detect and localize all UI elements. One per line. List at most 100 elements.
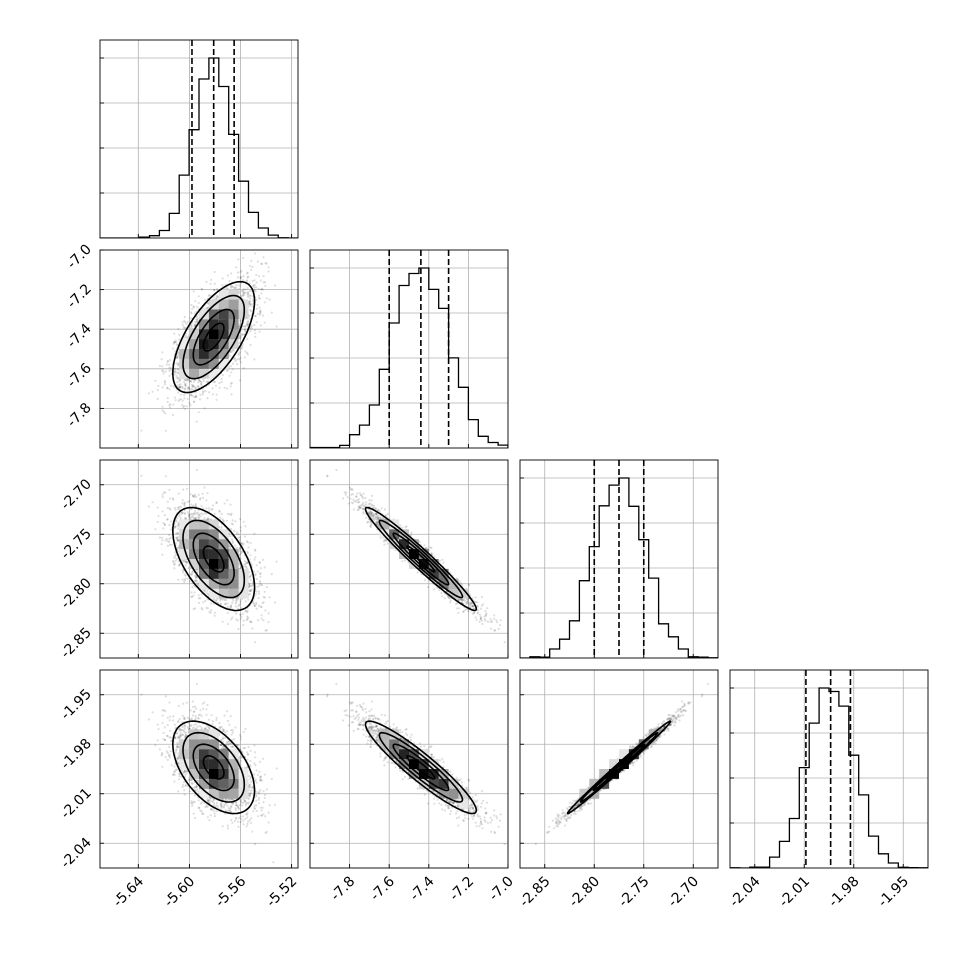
sample-point xyxy=(219,602,222,605)
sample-point xyxy=(263,301,266,304)
sample-point xyxy=(263,321,266,324)
sample-point xyxy=(199,515,202,518)
sample-point xyxy=(215,398,218,401)
sample-point xyxy=(223,599,227,602)
sample-point xyxy=(228,513,231,516)
sample-point xyxy=(211,508,214,511)
sample-point xyxy=(181,498,184,502)
sample-point xyxy=(168,537,171,541)
histogram-panel-1 xyxy=(309,249,509,449)
sample-point xyxy=(195,580,198,583)
histogram-panel-0 xyxy=(99,39,299,239)
sample-point xyxy=(239,529,242,532)
sample-point xyxy=(260,262,263,265)
sample-point xyxy=(239,347,243,350)
sample-point xyxy=(250,621,253,624)
sample-point xyxy=(157,514,160,517)
sample-point xyxy=(174,339,177,342)
sample-point xyxy=(165,537,168,541)
sample-point xyxy=(234,544,237,547)
sample-point xyxy=(201,513,204,516)
sample-point xyxy=(248,300,251,303)
sample-point xyxy=(194,503,197,506)
sample-point xyxy=(191,571,194,574)
sample-point xyxy=(179,517,182,520)
sample-point xyxy=(242,367,245,370)
sample-point xyxy=(173,562,176,566)
sample-point xyxy=(184,577,187,580)
sample-point xyxy=(208,391,211,394)
sample-point xyxy=(161,553,164,556)
sample-point xyxy=(245,561,248,564)
sample-point xyxy=(213,512,216,515)
sample-point xyxy=(193,324,196,327)
density-cell xyxy=(218,339,229,349)
sample-point xyxy=(168,488,171,491)
sample-point xyxy=(253,329,257,332)
sample-point xyxy=(268,596,271,599)
sample-point xyxy=(256,619,260,622)
sample-point xyxy=(246,353,249,356)
sample-point xyxy=(234,605,237,608)
sample-point xyxy=(235,533,238,536)
sample-point xyxy=(259,567,263,570)
sample-point xyxy=(252,570,256,573)
sample-point xyxy=(169,497,172,500)
sample-point xyxy=(275,560,278,563)
sample-point xyxy=(263,590,266,593)
panel-content xyxy=(100,460,298,658)
sample-point xyxy=(195,315,198,318)
sample-point xyxy=(214,297,217,300)
sample-point xyxy=(183,319,186,322)
sample-point xyxy=(202,507,205,510)
sample-point xyxy=(185,379,188,382)
sample-point xyxy=(188,515,191,519)
sample-point xyxy=(240,334,243,337)
sample-point xyxy=(229,527,232,531)
sample-point xyxy=(260,605,263,609)
sample-point xyxy=(267,266,270,269)
sample-point xyxy=(239,379,242,382)
sample-point xyxy=(193,306,196,309)
sample-point xyxy=(194,511,197,515)
sample-point xyxy=(151,390,154,393)
sample-point xyxy=(233,287,237,290)
sample-point xyxy=(195,495,198,498)
sample-point xyxy=(197,317,200,320)
sample-point xyxy=(156,388,159,392)
sample-point xyxy=(243,535,246,538)
sample-point xyxy=(161,405,164,408)
sample-point xyxy=(228,374,231,377)
sample-point xyxy=(211,504,214,507)
sample-point xyxy=(216,295,219,298)
sample-point xyxy=(200,512,203,515)
sample-point xyxy=(158,364,161,368)
sample-point xyxy=(178,398,181,401)
sample-point xyxy=(239,617,242,620)
sample-point xyxy=(235,283,238,286)
sample-point xyxy=(190,508,193,511)
sample-point xyxy=(226,287,229,290)
sample-point xyxy=(176,356,179,359)
sample-point xyxy=(166,387,169,390)
y-tick-label: -7.4 xyxy=(64,321,95,352)
sample-point xyxy=(177,578,180,581)
sample-point xyxy=(208,294,211,297)
sample-point xyxy=(251,265,254,268)
density-cell xyxy=(208,358,219,369)
sample-point xyxy=(196,305,199,308)
sample-point xyxy=(257,275,261,278)
sample-point xyxy=(175,537,178,540)
sample-point xyxy=(178,505,181,508)
sample-point xyxy=(222,598,225,601)
sample-point xyxy=(164,539,167,542)
sample-point xyxy=(207,380,210,383)
sample-point xyxy=(205,606,208,609)
sample-point xyxy=(257,597,260,600)
sample-point xyxy=(230,286,233,289)
sample-point xyxy=(259,311,262,314)
sample-point xyxy=(187,386,190,389)
density-cell xyxy=(189,329,199,340)
sample-point xyxy=(246,615,249,618)
sample-point xyxy=(189,381,192,384)
